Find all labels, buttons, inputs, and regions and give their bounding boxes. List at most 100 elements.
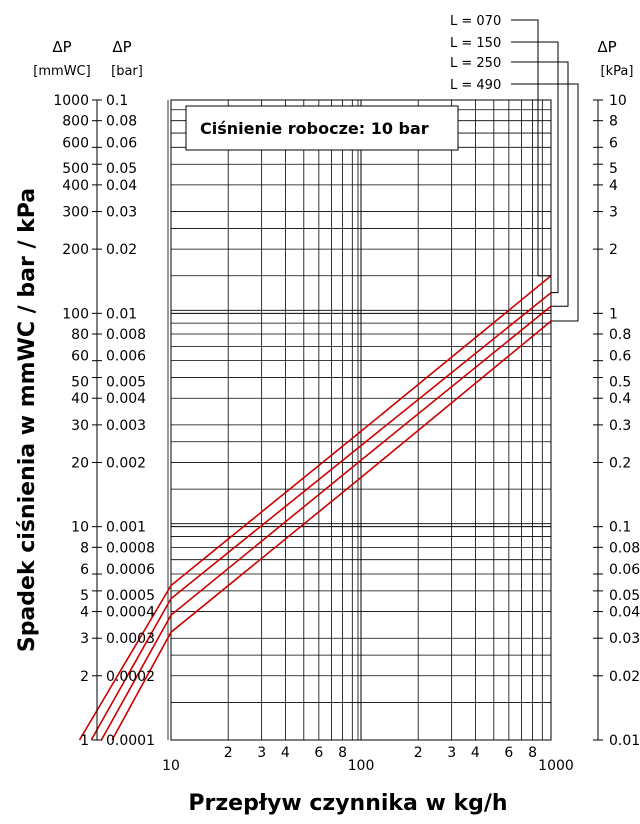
mmwc-tick-label: 200 bbox=[62, 242, 89, 258]
x-tick-label: 1000 bbox=[538, 758, 574, 774]
bar-tick-label: 0.05 bbox=[106, 161, 137, 177]
mmwc-tick-label: 2 bbox=[80, 669, 89, 685]
series-lines bbox=[78, 275, 552, 741]
x-tick-label: 3 bbox=[447, 745, 456, 761]
bar-tick-label: 0.01 bbox=[106, 306, 137, 322]
kpa-tick-label: 8 bbox=[609, 114, 618, 130]
plot-frame bbox=[170, 99, 552, 741]
x-tick-label: 4 bbox=[281, 745, 290, 761]
bar-tick-label: 0.001 bbox=[106, 520, 146, 536]
mmwc-tick-label: 4 bbox=[80, 605, 89, 621]
y-axis-bar-labels: 0.1 0.08 0.06 0.050.04 0.03 0.02 0.01 0.008 0.00… bbox=[106, 93, 155, 749]
bar-tick-label: 0.0006 bbox=[106, 562, 155, 578]
legend-label: L = 250 bbox=[450, 56, 501, 71]
kpa-tick-label: 10 bbox=[609, 93, 627, 109]
bar-tick-label: 0.008 bbox=[106, 327, 146, 343]
kpa-tick-label: 0.8 bbox=[609, 327, 631, 343]
legend-leader-line bbox=[511, 61, 569, 307]
legend-leader-line bbox=[511, 19, 551, 277]
bar-tick-label: 0.004 bbox=[106, 391, 146, 407]
series-line-4 bbox=[111, 320, 552, 741]
mmwc-tick-label: 8 bbox=[80, 540, 89, 556]
mmwc-axis-header: ΔP bbox=[52, 38, 71, 56]
bar-tick-label: 0.0003 bbox=[106, 631, 155, 647]
kpa-tick-label: 0.04 bbox=[609, 605, 640, 621]
series-line-3 bbox=[100, 305, 552, 741]
kpa-tick-label: 1 bbox=[609, 306, 618, 322]
mmwc-tick-label: 6 bbox=[80, 562, 89, 578]
mmwc-tick-label: 50 bbox=[71, 375, 89, 391]
title-box bbox=[185, 105, 459, 151]
kpa-tick-label: 0.02 bbox=[609, 669, 640, 685]
x-tick-label: 2 bbox=[224, 745, 233, 761]
bar-tick-label: 0.0005 bbox=[106, 588, 155, 604]
legend-label: L = 490 bbox=[450, 78, 501, 93]
legend-leader-lines bbox=[511, 19, 579, 322]
bar-tick-label: 0.1 bbox=[106, 93, 128, 109]
bar-tick-label: 0.03 bbox=[106, 205, 137, 221]
mmwc-tick-label: 40 bbox=[71, 391, 89, 407]
x-tick-label: 2 bbox=[414, 745, 423, 761]
mmwc-tick-label: 300 bbox=[62, 205, 89, 221]
kpa-tick-label: 4 bbox=[609, 178, 618, 194]
series-line-2 bbox=[90, 292, 552, 741]
bar-tick-label: 0.08 bbox=[106, 114, 137, 130]
kpa-tick-label: 0.5 bbox=[609, 375, 631, 391]
chart-title: Ciśnienie robocze: 10 bar bbox=[200, 119, 429, 138]
bar-axis-header: ΔP bbox=[112, 38, 131, 56]
x-tick-label: 3 bbox=[257, 745, 266, 761]
bar-tick-label: 0.006 bbox=[106, 349, 146, 365]
bar-tick-label: 0.02 bbox=[106, 242, 137, 258]
bar-tick-label: 0.002 bbox=[106, 455, 146, 471]
mmwc-tick-label: 800 bbox=[62, 114, 89, 130]
kpa-axis-unit: [kPa] bbox=[601, 64, 634, 79]
mmwc-tick-label: 60 bbox=[71, 349, 89, 365]
kpa-tick-label: 0.1 bbox=[609, 520, 631, 536]
mmwc-tick-label: 3 bbox=[80, 631, 89, 647]
kpa-tick-label: 0.2 bbox=[609, 455, 631, 471]
legend-label: L = 070 bbox=[450, 14, 501, 29]
kpa-axis-header: ΔP bbox=[597, 38, 616, 56]
mmwc-tick-label: 30 bbox=[71, 418, 89, 434]
kpa-tick-label: 0.6 bbox=[609, 349, 631, 365]
mmwc-tick-label: 600 bbox=[62, 135, 89, 151]
x-tick-label: 100 bbox=[348, 758, 375, 774]
kpa-tick-label: 0.3 bbox=[609, 418, 631, 434]
kpa-tick-label: 0.01 bbox=[609, 733, 640, 749]
legend-label: L = 150 bbox=[450, 36, 501, 51]
x-tick-label: 6 bbox=[314, 745, 323, 761]
legend: L = 070 L = 150 L = 250 L = 490 bbox=[450, 14, 501, 93]
x-tick-label: 8 bbox=[528, 745, 537, 761]
mmwc-tick-label: 100 bbox=[62, 306, 89, 322]
kpa-tick-label: 0.08 bbox=[609, 540, 640, 556]
bar-tick-label: 0.003 bbox=[106, 418, 146, 434]
x-axis-title: Przepływ czynnika w kg/h bbox=[188, 791, 507, 816]
mmwc-tick-label: 1 bbox=[80, 733, 89, 749]
x-tick-label: 10 bbox=[162, 758, 180, 774]
bar-tick-label: 0.0004 bbox=[106, 605, 155, 621]
bar-axis-unit: [bar] bbox=[111, 64, 143, 79]
mmwc-tick-label: 400 bbox=[62, 178, 89, 194]
x-tick-label: 4 bbox=[471, 745, 480, 761]
bar-tick-label: 0.005 bbox=[106, 375, 146, 391]
mmwc-tick-label: 20 bbox=[71, 455, 89, 471]
kpa-tick-label: 5 bbox=[609, 161, 618, 177]
kpa-tick-label: 2 bbox=[609, 242, 618, 258]
mmwc-tick-label: 10 bbox=[71, 520, 89, 536]
bar-tick-label: 0.0001 bbox=[106, 733, 155, 749]
axis-ticks bbox=[92, 99, 603, 741]
mmwc-tick-label: 1000 bbox=[53, 93, 89, 109]
y-axis-kpa-labels: 10 8 6 54 3 2 1 0.8 0.6 0.50.4 0.3 0.2 0.1 0.08 0.06 0.… bbox=[609, 93, 640, 749]
series-line-1 bbox=[78, 275, 552, 741]
bar-tick-label: 0.0008 bbox=[106, 540, 155, 556]
x-tick-label: 8 bbox=[338, 745, 347, 761]
x-tick-label: 6 bbox=[504, 745, 513, 761]
mmwc-tick-label: 500 bbox=[62, 161, 89, 177]
kpa-tick-label: 0.06 bbox=[609, 562, 640, 578]
kpa-tick-label: 0.4 bbox=[609, 391, 631, 407]
bar-tick-label: 0.06 bbox=[106, 135, 137, 151]
mmwc-tick-label: 80 bbox=[71, 327, 89, 343]
legend-leader-line bbox=[511, 83, 579, 322]
